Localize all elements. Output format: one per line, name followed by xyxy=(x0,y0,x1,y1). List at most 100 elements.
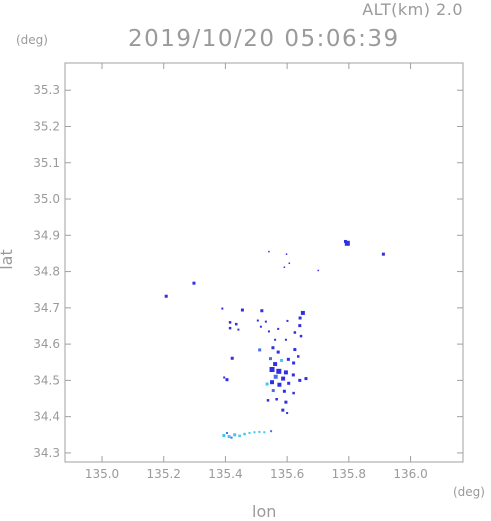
x-tick-label: 135.2 xyxy=(147,467,181,481)
y-tick-label: 35.1 xyxy=(33,156,60,170)
echo-point xyxy=(288,262,291,264)
echo-point xyxy=(292,391,295,395)
echo-point xyxy=(256,319,259,322)
echo-point xyxy=(259,325,262,328)
echo-point xyxy=(264,320,267,323)
echo-point xyxy=(282,389,286,393)
echo-point xyxy=(268,250,270,253)
x-tick-label: 135.8 xyxy=(332,467,366,481)
y-tick-label: 34.6 xyxy=(33,337,60,351)
echo-point xyxy=(258,430,261,433)
echo-point xyxy=(265,382,269,386)
echo-point xyxy=(286,412,289,415)
echo-point xyxy=(260,309,264,313)
y-tick-label: 35.2 xyxy=(33,119,60,133)
echo-point xyxy=(225,431,228,434)
echo-point xyxy=(293,348,297,352)
x-axis-label: lon xyxy=(252,502,277,521)
echo-point xyxy=(238,434,241,438)
x-tick-label: 135.4 xyxy=(208,467,242,481)
echo-point xyxy=(223,376,226,379)
echo-point xyxy=(268,357,272,361)
y-tick-label: 34.4 xyxy=(33,410,60,424)
y-axis-unit: (deg) xyxy=(16,33,48,47)
chart-title: 2019/10/20 05:06:39 xyxy=(128,26,400,52)
echo-point xyxy=(343,239,347,243)
echo-point xyxy=(277,327,280,330)
echo-point xyxy=(285,253,288,255)
echo-point xyxy=(253,431,256,434)
echo-point xyxy=(281,408,285,412)
echo-point xyxy=(283,266,286,268)
echo-point xyxy=(300,310,305,315)
x-tick-label: 136.0 xyxy=(393,467,427,481)
echo-point xyxy=(298,378,302,382)
echo-point xyxy=(284,338,287,341)
echo-point xyxy=(281,376,286,381)
echo-point xyxy=(258,348,262,352)
echo-point xyxy=(233,433,237,437)
echo-point xyxy=(275,397,278,401)
echo-point xyxy=(381,252,385,256)
echo-point xyxy=(230,356,234,360)
y-tick-label: 34.7 xyxy=(33,301,60,315)
echo-point xyxy=(270,430,273,433)
y-tick-label: 34.5 xyxy=(33,373,60,387)
echo-point xyxy=(271,389,275,393)
echo-point xyxy=(270,380,275,385)
echo-point xyxy=(304,377,308,381)
echo-point xyxy=(240,308,244,312)
echo-point xyxy=(299,334,303,338)
echo-point xyxy=(273,374,278,379)
echo-point xyxy=(269,367,275,373)
y-tick-label: 34.8 xyxy=(33,265,60,279)
echo-point xyxy=(271,346,275,350)
x-axis-unit: (deg) xyxy=(453,485,485,499)
echo-point xyxy=(283,370,288,375)
echo-point xyxy=(227,435,231,439)
chart-subtitle: ALT(km) 2.0 xyxy=(362,0,463,19)
echo-point xyxy=(298,316,302,320)
echo-point xyxy=(230,436,233,439)
echo-point xyxy=(286,357,290,361)
echo-point xyxy=(276,368,282,374)
echo-point xyxy=(273,362,278,367)
echo-point xyxy=(192,281,196,285)
y-axis-label: lat xyxy=(0,249,16,270)
echo-point xyxy=(164,294,168,298)
echo-point xyxy=(248,431,251,434)
echo-point xyxy=(276,350,280,354)
echo-point xyxy=(291,373,295,377)
x-tick-label: 135.6 xyxy=(270,467,304,481)
echo-point xyxy=(237,328,240,331)
y-tick-label: 34.3 xyxy=(33,446,60,460)
y-tick-label: 35.0 xyxy=(33,192,60,206)
echo-point xyxy=(280,358,284,362)
echo-point xyxy=(221,307,224,310)
echo-point xyxy=(296,355,300,358)
echo-point xyxy=(228,321,232,324)
echo-point xyxy=(267,330,270,333)
plot-frame xyxy=(64,62,464,463)
echo-point xyxy=(222,434,226,438)
echo-point xyxy=(293,331,297,334)
echo-point xyxy=(228,326,232,330)
echo-point xyxy=(263,431,266,434)
echo-point xyxy=(277,382,282,387)
echo-point xyxy=(284,400,288,404)
echo-point xyxy=(274,338,277,341)
x-tick-label: 135.0 xyxy=(85,467,119,481)
y-tick-label: 34.9 xyxy=(33,228,60,242)
echo-point xyxy=(234,322,238,326)
echo-point xyxy=(287,381,291,385)
echo-point xyxy=(286,319,289,322)
echo-point xyxy=(344,240,350,246)
echo-point xyxy=(243,432,246,436)
echo-point xyxy=(298,324,302,328)
echo-point xyxy=(292,361,296,365)
echo-point xyxy=(317,269,320,272)
echo-point xyxy=(266,399,270,402)
y-tick-label: 35.3 xyxy=(33,83,60,97)
echo-point xyxy=(225,378,229,382)
